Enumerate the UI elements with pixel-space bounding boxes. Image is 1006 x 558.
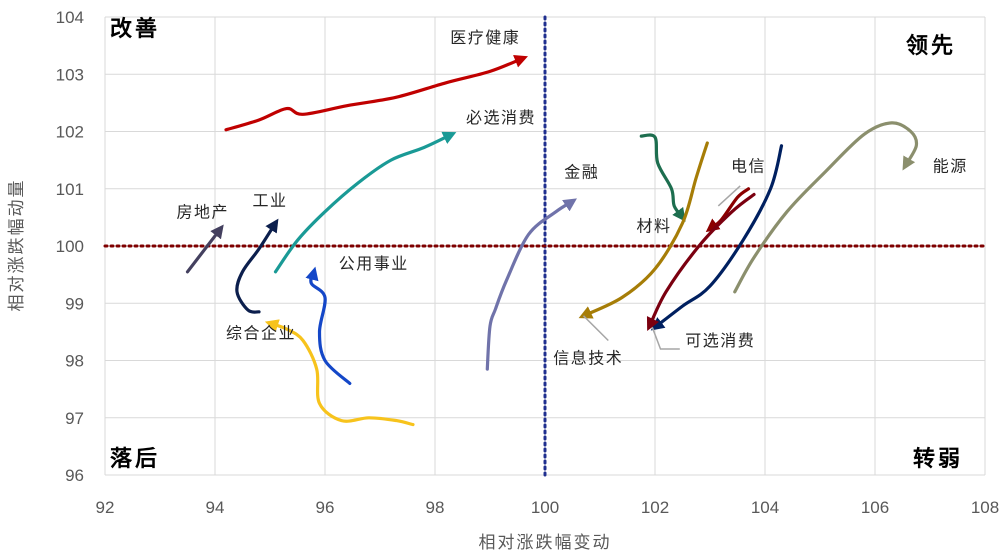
y-tick-label: 103	[56, 65, 84, 84]
x-tick-label: 100	[531, 498, 559, 517]
series-label-公用事业: 公用事业	[339, 254, 409, 273]
reference-lines	[103, 15, 987, 477]
series-line-公用事业	[305, 266, 352, 385]
x-tick-label: 102	[641, 498, 669, 517]
x-tick-label: 106	[861, 498, 889, 517]
series-label-工业: 工业	[252, 191, 287, 210]
x-tick-label: 104	[751, 498, 779, 517]
series-layer	[185, 54, 919, 427]
series-label-房地产: 房地产	[177, 202, 230, 221]
series-line-综合企业	[264, 319, 415, 427]
series-line-金融	[485, 198, 577, 371]
y-tick-label: 104	[56, 8, 84, 27]
x-tick-label: 98	[426, 498, 445, 517]
x-tick-label: 96	[316, 498, 335, 517]
y-tick-label: 97	[65, 409, 84, 428]
quadrant-labels: 改善 领先 落后 转弱	[110, 16, 963, 472]
series-line-电信	[705, 187, 751, 233]
series-line-unnamed	[646, 192, 756, 332]
series-label-综合企业: 综合企业	[226, 324, 296, 343]
y-tick-label: 100	[56, 237, 84, 256]
quadrant-label-bottom-right: 转弱	[913, 446, 963, 472]
tick-labels: 92 94 96 98 100 102 104 106 108 96 97 98 99 100 101 102…	[56, 8, 1000, 517]
series-line-工业	[235, 218, 279, 314]
series-line-必选消费	[273, 131, 457, 274]
series-label-材料: 材料	[636, 217, 671, 236]
y-tick-label: 98	[65, 352, 84, 371]
series-label-可选消费: 可选消费	[685, 331, 755, 350]
x-tick-label: 108	[971, 498, 999, 517]
x-tick-label: 94	[206, 498, 225, 517]
x-axis-title: 相对涨跌幅变动	[479, 533, 612, 553]
leader-line-可选消费	[651, 327, 680, 350]
series-label-金融: 金融	[564, 162, 599, 181]
leader-lines	[582, 185, 741, 350]
quadrant-label-top-left: 改善	[110, 16, 160, 42]
series-label-信息技术: 信息技术	[553, 348, 623, 367]
series-line-房地产	[185, 224, 224, 274]
series-label-能源: 能源	[933, 157, 968, 176]
quadrant-label-top-right: 领先	[906, 33, 956, 59]
y-tick-label: 96	[65, 466, 84, 485]
y-tick-label: 101	[56, 180, 84, 199]
series-label-医疗健康: 医疗健康	[450, 28, 520, 47]
quadrant-label-bottom-left: 落后	[110, 447, 160, 472]
series-label-必选消费: 必选消费	[466, 108, 536, 127]
leader-line-信息技术	[582, 315, 609, 342]
series-line-能源	[733, 121, 919, 294]
y-tick-label: 99	[65, 294, 84, 313]
series-line-可选消费	[650, 144, 784, 331]
y-tick-label: 102	[56, 123, 84, 142]
y-axis-title: 相对涨跌幅动量	[7, 179, 27, 312]
x-tick-label: 92	[96, 498, 115, 517]
series-line-信息技术	[578, 141, 709, 319]
leader-line-电信	[717, 185, 741, 207]
series-line-材料	[639, 133, 686, 222]
series-label-电信: 电信	[731, 157, 766, 176]
series-line-医疗健康	[224, 54, 528, 132]
